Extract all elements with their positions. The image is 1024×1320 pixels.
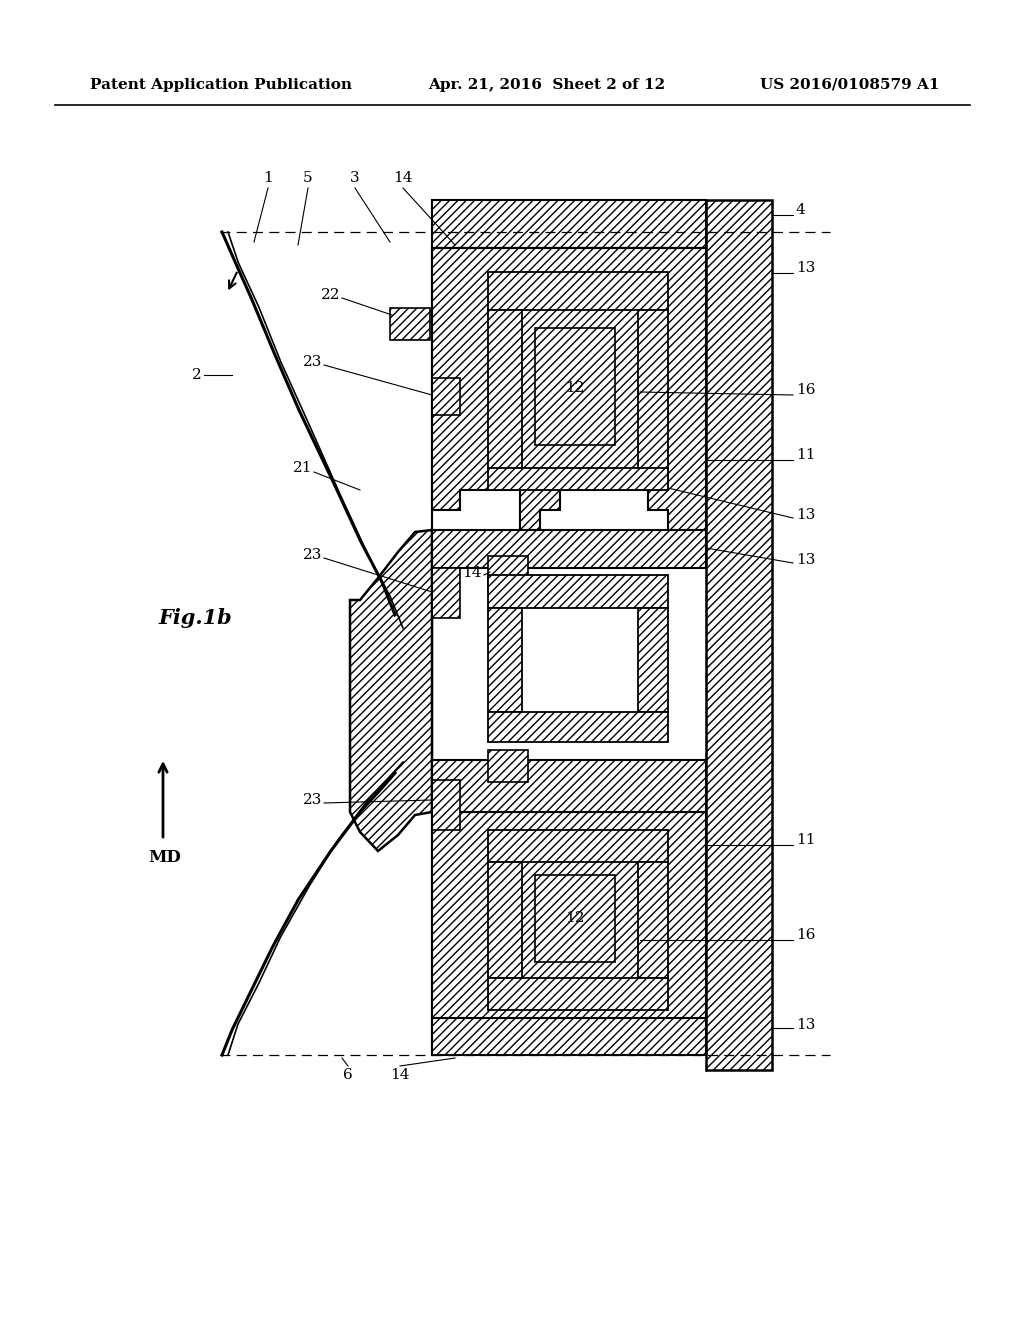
Polygon shape: [488, 469, 668, 490]
Polygon shape: [488, 272, 668, 310]
Text: 13: 13: [796, 553, 815, 568]
Text: 6: 6: [343, 1068, 353, 1082]
Polygon shape: [638, 862, 668, 978]
Text: 4: 4: [796, 203, 806, 216]
Text: 16: 16: [796, 928, 815, 942]
Text: 3: 3: [350, 172, 359, 185]
Text: 11: 11: [796, 447, 815, 462]
Text: 23: 23: [303, 355, 322, 370]
Text: 23: 23: [303, 793, 322, 807]
Polygon shape: [390, 308, 430, 341]
Polygon shape: [488, 609, 522, 711]
Text: 13: 13: [796, 261, 815, 275]
Polygon shape: [432, 201, 706, 248]
Text: 1: 1: [263, 172, 272, 185]
Text: MD: MD: [148, 850, 181, 866]
Polygon shape: [432, 531, 706, 568]
Polygon shape: [488, 978, 668, 1010]
Text: 12: 12: [565, 911, 585, 925]
Text: 22: 22: [321, 288, 340, 302]
Text: 23: 23: [303, 548, 322, 562]
Text: US 2016/0108579 A1: US 2016/0108579 A1: [760, 78, 939, 92]
Polygon shape: [488, 862, 522, 978]
Polygon shape: [432, 378, 460, 414]
Polygon shape: [488, 830, 668, 862]
Text: 11: 11: [796, 833, 815, 847]
Text: 16: 16: [796, 383, 815, 397]
Polygon shape: [535, 327, 615, 445]
Polygon shape: [432, 1018, 706, 1055]
Text: 13: 13: [796, 508, 815, 521]
Polygon shape: [638, 310, 668, 490]
Polygon shape: [638, 609, 668, 711]
Polygon shape: [432, 568, 460, 618]
Polygon shape: [488, 556, 528, 590]
Polygon shape: [488, 576, 668, 609]
Text: 5: 5: [303, 172, 312, 185]
Text: 13: 13: [796, 1018, 815, 1032]
Text: 14: 14: [393, 172, 413, 185]
Polygon shape: [432, 760, 706, 812]
Text: Fig.1b: Fig.1b: [158, 609, 231, 628]
Polygon shape: [488, 750, 528, 781]
Text: Patent Application Publication: Patent Application Publication: [90, 78, 352, 92]
Polygon shape: [488, 310, 522, 470]
Polygon shape: [432, 248, 706, 531]
Polygon shape: [535, 875, 615, 962]
Text: 12: 12: [565, 381, 585, 395]
Polygon shape: [488, 711, 668, 742]
Text: Apr. 21, 2016  Sheet 2 of 12: Apr. 21, 2016 Sheet 2 of 12: [428, 78, 666, 92]
Text: 2: 2: [193, 368, 202, 381]
Text: 14: 14: [390, 1068, 410, 1082]
Polygon shape: [706, 201, 772, 1071]
Polygon shape: [432, 780, 460, 830]
Text: 14: 14: [463, 566, 482, 579]
Polygon shape: [432, 812, 706, 1018]
Text: 21: 21: [293, 461, 312, 475]
Polygon shape: [350, 531, 432, 851]
